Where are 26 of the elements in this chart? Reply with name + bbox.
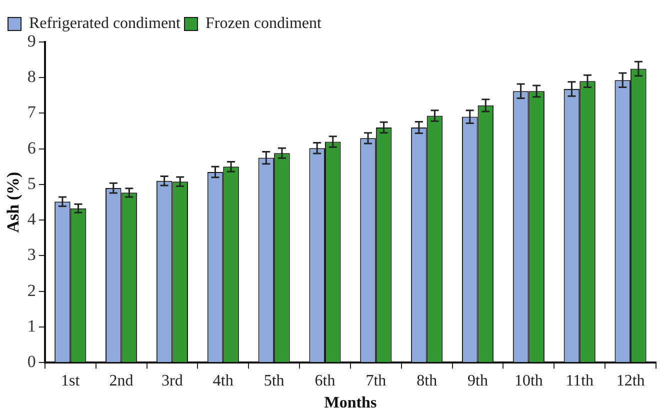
- x-tick-label: 12th: [616, 372, 645, 390]
- legend-label: Frozen condiment: [205, 15, 322, 32]
- x-tick-label: 8th: [416, 372, 438, 390]
- x-tick-label: 2nd: [109, 372, 134, 390]
- y-tick-label: 3: [27, 245, 36, 264]
- x-tick-label: 6th: [314, 372, 336, 390]
- y-tick-label: 8: [27, 67, 36, 86]
- y-tick-label: 2: [27, 280, 36, 300]
- x-axis-title: Months: [324, 394, 377, 412]
- x-tick-label: 3rd: [162, 372, 183, 390]
- y-tick-label: 1: [27, 316, 36, 336]
- legend-label: Refrigerated condiment: [29, 15, 182, 32]
- x-tick-label: 5th: [264, 372, 284, 390]
- y-tick-label: 7: [27, 102, 36, 122]
- x-tick-label: 4th: [212, 372, 234, 390]
- y-tick-label: 4: [27, 210, 36, 229]
- y-tick-label: 9: [27, 31, 36, 50]
- y-axis-title: Ash (%): [4, 172, 23, 233]
- x-tick-label: 9th: [468, 372, 488, 390]
- x-tick-label: 10th: [514, 372, 543, 390]
- y-tick-label: 5: [27, 174, 36, 193]
- x-tick-label: 11th: [566, 372, 594, 390]
- x-tick-label: 7th: [366, 372, 386, 390]
- x-tick-label: 1st: [61, 372, 80, 390]
- y-tick-label: 0: [27, 352, 36, 372]
- y-tick-label: 6: [27, 138, 36, 158]
